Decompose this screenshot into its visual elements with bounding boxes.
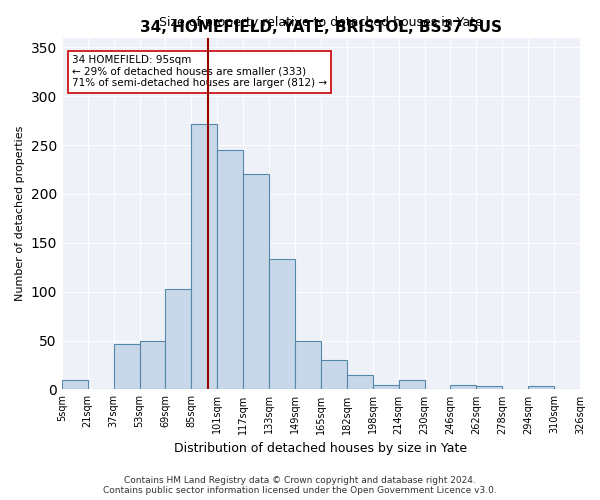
Bar bbox=[476, 386, 502, 390]
Bar bbox=[140, 340, 166, 390]
Text: Size of property relative to detached houses in Yate: Size of property relative to detached ho… bbox=[159, 16, 483, 29]
Text: 34 HOMEFIELD: 95sqm
← 29% of detached houses are smaller (333)
71% of semi-detac: 34 HOMEFIELD: 95sqm ← 29% of detached ho… bbox=[72, 55, 327, 88]
Bar bbox=[528, 386, 554, 390]
Bar bbox=[269, 260, 295, 390]
Bar bbox=[166, 289, 191, 390]
Text: Contains HM Land Registry data © Crown copyright and database right 2024.
Contai: Contains HM Land Registry data © Crown c… bbox=[103, 476, 497, 495]
Bar bbox=[113, 344, 140, 390]
Bar bbox=[398, 380, 425, 390]
Bar bbox=[321, 360, 347, 390]
Bar bbox=[62, 380, 88, 390]
Bar bbox=[295, 340, 321, 390]
Bar bbox=[347, 375, 373, 390]
Bar bbox=[217, 150, 243, 390]
X-axis label: Distribution of detached houses by size in Yate: Distribution of detached houses by size … bbox=[175, 442, 467, 455]
Bar bbox=[451, 384, 476, 390]
Bar bbox=[243, 174, 269, 390]
Bar bbox=[373, 384, 398, 390]
Title: 34, HOMEFIELD, YATE, BRISTOL, BS37 5US: 34, HOMEFIELD, YATE, BRISTOL, BS37 5US bbox=[140, 20, 502, 35]
Bar bbox=[191, 124, 217, 390]
Y-axis label: Number of detached properties: Number of detached properties bbox=[15, 126, 25, 301]
